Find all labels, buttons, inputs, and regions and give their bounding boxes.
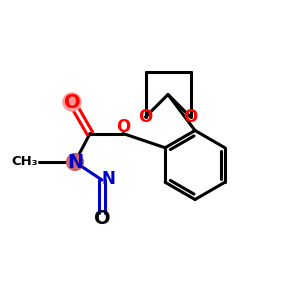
Text: O: O <box>94 209 110 228</box>
Text: N: N <box>67 152 83 172</box>
Text: O: O <box>64 92 80 112</box>
Text: CH₃: CH₃ <box>11 155 38 168</box>
Text: O: O <box>183 108 198 126</box>
Text: O: O <box>116 118 130 136</box>
Circle shape <box>67 154 83 170</box>
Text: N: N <box>102 169 116 188</box>
Circle shape <box>63 93 81 111</box>
Text: O: O <box>138 108 153 126</box>
